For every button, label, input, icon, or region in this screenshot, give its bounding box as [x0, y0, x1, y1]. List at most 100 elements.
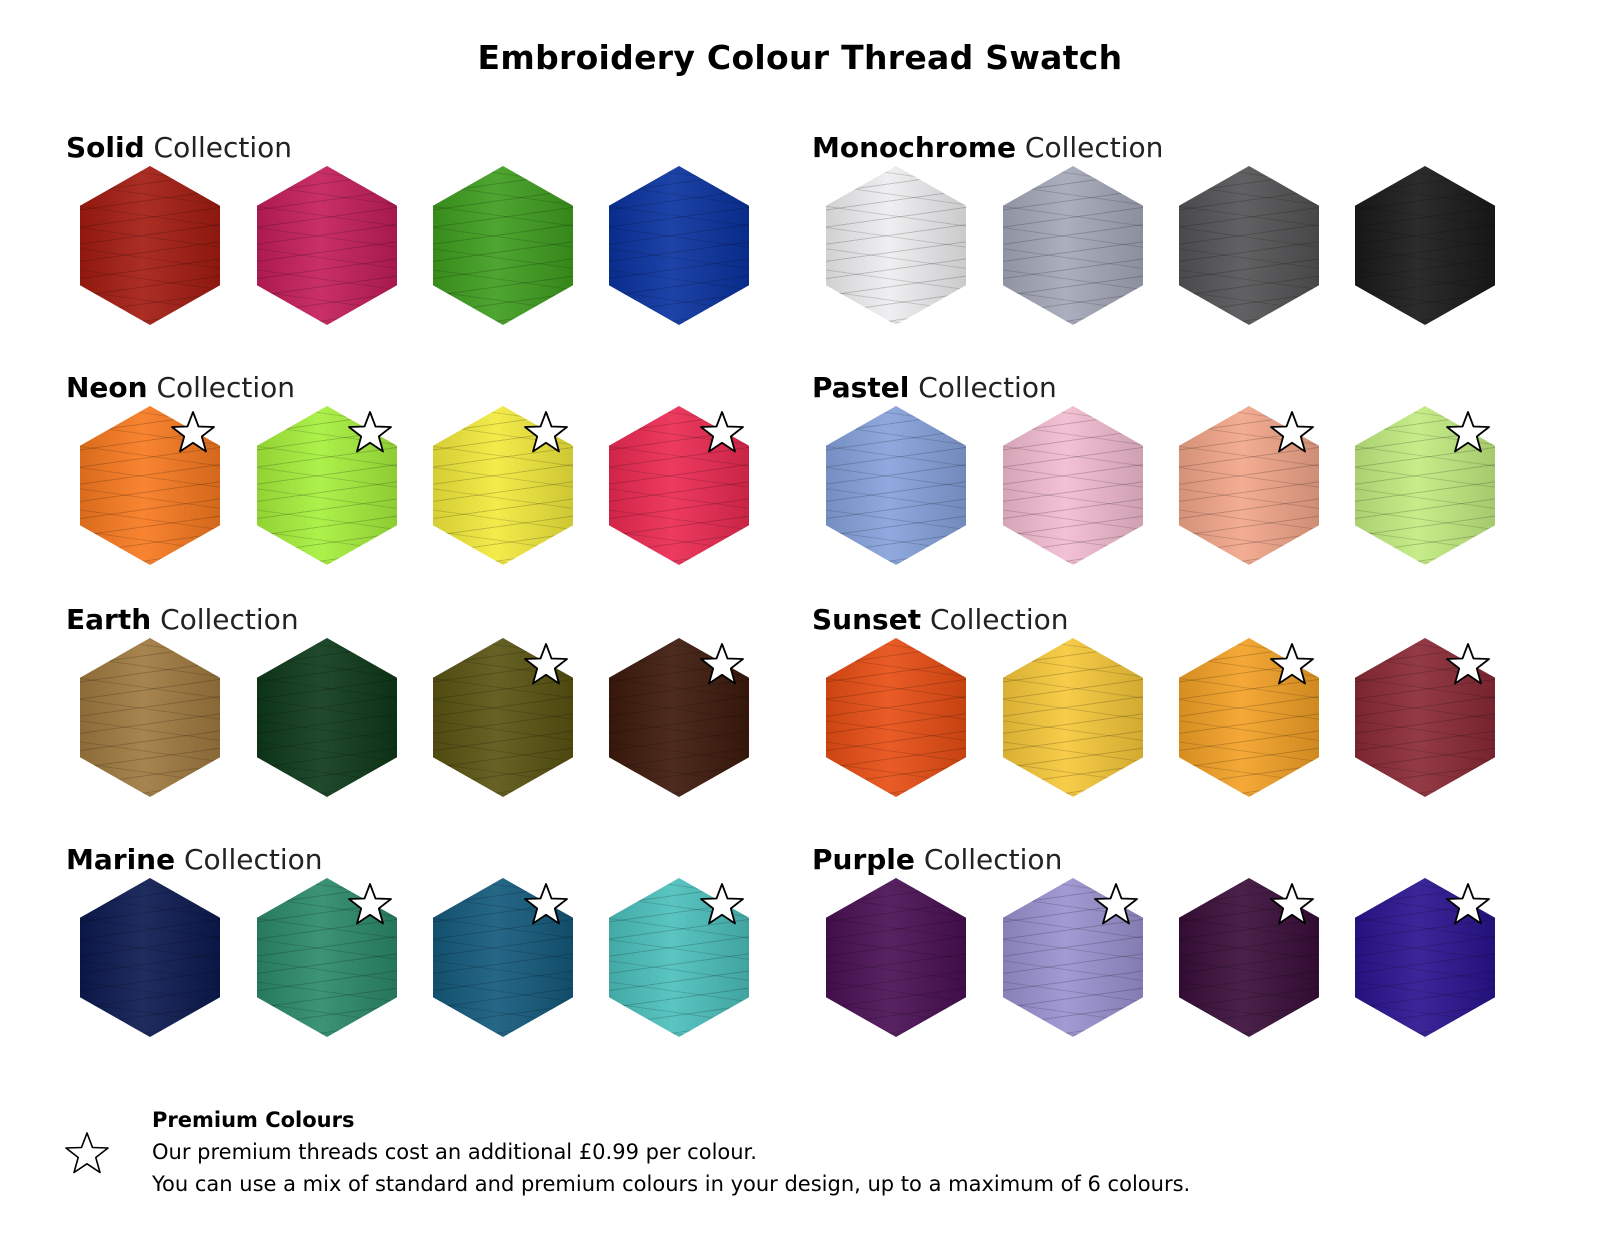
premium-star-icon [1446, 411, 1490, 453]
thread-hexagon [80, 638, 220, 797]
collection-suffix: Collection [1024, 131, 1164, 164]
thread-hexagon [826, 166, 966, 325]
premium-star-icon [524, 883, 568, 925]
collection-name: Pastel [812, 371, 910, 404]
collection-name: Purple [812, 843, 915, 876]
collection-suffix: Collection [184, 843, 323, 876]
collection-name: Sunset [812, 603, 922, 636]
legend-line-2: You can use a mix of standard and premiu… [152, 1172, 1191, 1196]
thread-swatch[interactable] [1179, 166, 1319, 325]
thread-swatch[interactable] [1355, 638, 1495, 797]
thread-hexagon [1355, 638, 1495, 797]
thread-swatch[interactable] [257, 406, 397, 565]
legend-line-1: Our premium threads cost an additional £… [152, 1140, 757, 1164]
collection-heading: Neon Collection [66, 368, 786, 408]
premium-legend: Premium Colours Our premium threads cost… [152, 1104, 1190, 1200]
thread-swatch[interactable] [80, 406, 220, 565]
thread-hexagon [826, 878, 966, 1037]
thread-hexagon [1003, 638, 1143, 797]
collection-suffix: Collection [929, 603, 1069, 636]
thread-swatch[interactable] [1003, 166, 1143, 325]
premium-star-icon [348, 883, 392, 925]
thread-swatch[interactable] [1355, 878, 1495, 1037]
collection-heading: Solid Collection [66, 128, 786, 168]
collection-suffix: Collection [156, 371, 296, 404]
thread-swatch[interactable] [1003, 878, 1143, 1037]
thread-swatch[interactable] [826, 638, 966, 797]
premium-star-icon [1270, 411, 1314, 453]
premium-star-icon [1094, 883, 1138, 925]
thread-swatch[interactable] [826, 878, 966, 1037]
legend-heading: Premium Colours [152, 1108, 355, 1132]
thread-hexagon [257, 638, 397, 797]
premium-star-icon [524, 643, 568, 685]
swatch-row [80, 638, 800, 798]
thread-swatch[interactable] [609, 406, 749, 565]
collection-suffix: Collection [918, 371, 1057, 404]
collection-marine: Marine Collection [66, 840, 786, 1037]
premium-star-icon [524, 411, 568, 453]
collection-heading: Monochrome Collection [812, 128, 1532, 168]
swatch-row [826, 878, 1546, 1038]
thread-swatch[interactable] [80, 166, 220, 325]
premium-star-icon [700, 883, 744, 925]
thread-swatch[interactable] [1003, 406, 1143, 565]
thread-swatch[interactable] [80, 638, 220, 797]
thread-hexagon [257, 878, 397, 1037]
thread-swatch[interactable] [80, 878, 220, 1037]
collection-pastel: Pastel Collection [812, 368, 1532, 565]
thread-hexagon [80, 166, 220, 325]
thread-hexagon [1179, 166, 1319, 325]
thread-swatch[interactable] [609, 166, 749, 325]
thread-hexagon [1003, 406, 1143, 565]
swatch-row [826, 166, 1546, 326]
swatch-row [826, 406, 1546, 566]
thread-hexagon [1003, 166, 1143, 325]
collection-heading: Purple Collection [812, 840, 1532, 880]
thread-swatch[interactable] [1179, 878, 1319, 1037]
thread-hexagon [826, 406, 966, 565]
premium-star-icon [171, 411, 215, 453]
collection-neon: Neon Collection [66, 368, 786, 565]
premium-star-icon [1446, 643, 1490, 685]
collection-purple: Purple Collection [812, 840, 1532, 1037]
thread-swatch[interactable] [1179, 406, 1319, 565]
thread-swatch[interactable] [1003, 638, 1143, 797]
thread-swatch[interactable] [433, 638, 573, 797]
thread-swatch[interactable] [826, 166, 966, 325]
premium-star-icon [1270, 883, 1314, 925]
swatch-row [826, 638, 1546, 798]
swatch-row [80, 406, 800, 566]
collection-solid: Solid Collection [66, 128, 786, 325]
premium-star-icon [1446, 883, 1490, 925]
collection-sunset: Sunset Collection [812, 600, 1532, 797]
thread-swatch[interactable] [257, 166, 397, 325]
thread-swatch[interactable] [433, 878, 573, 1037]
thread-swatch[interactable] [1179, 638, 1319, 797]
collection-name: Earth [66, 603, 152, 636]
premium-star-icon [700, 411, 744, 453]
thread-hexagon [257, 166, 397, 325]
page-title: Embroidery Colour Thread Swatch [477, 38, 1123, 77]
thread-hexagon [1355, 166, 1495, 325]
collection-name: Solid [66, 131, 145, 164]
thread-swatch[interactable] [257, 638, 397, 797]
thread-hexagon [609, 166, 749, 325]
thread-swatch[interactable] [433, 166, 573, 325]
collection-suffix: Collection [160, 603, 299, 636]
premium-star-icon [348, 411, 392, 453]
collection-heading: Marine Collection [66, 840, 786, 880]
collection-name: Monochrome [812, 131, 1017, 164]
thread-swatch[interactable] [257, 878, 397, 1037]
collection-heading: Pastel Collection [812, 368, 1532, 408]
collection-name: Neon [66, 371, 148, 404]
premium-star-icon [65, 1132, 109, 1174]
thread-swatch[interactable] [433, 406, 573, 565]
swatch-row [80, 878, 800, 1038]
thread-swatch[interactable] [1355, 166, 1495, 325]
thread-swatch[interactable] [826, 406, 966, 565]
collection-suffix: Collection [923, 843, 1063, 876]
thread-swatch[interactable] [609, 878, 749, 1037]
thread-swatch[interactable] [1355, 406, 1495, 565]
thread-swatch[interactable] [609, 638, 749, 797]
